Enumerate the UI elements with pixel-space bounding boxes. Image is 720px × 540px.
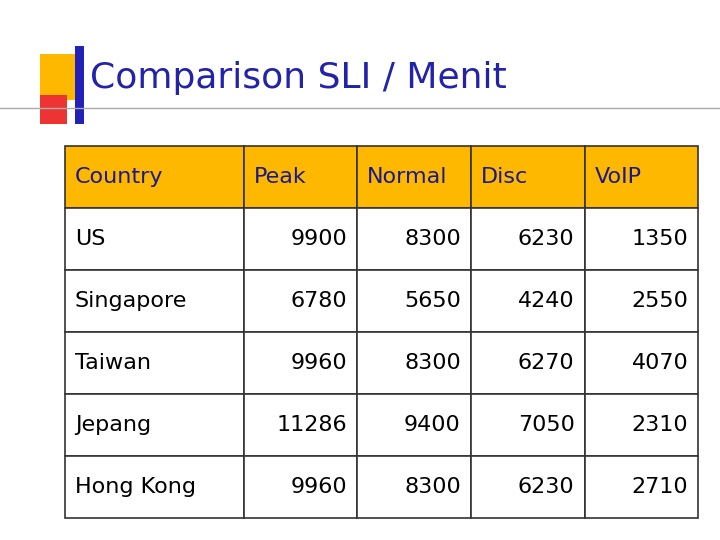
Text: Comparison SLI / Menit: Comparison SLI / Menit	[90, 62, 507, 95]
Text: 9960: 9960	[291, 477, 347, 497]
Text: Peak: Peak	[253, 167, 306, 187]
Text: 8300: 8300	[404, 477, 461, 497]
Text: 6780: 6780	[291, 291, 347, 311]
Text: 8300: 8300	[404, 229, 461, 249]
Text: 6270: 6270	[518, 353, 575, 373]
Text: 1350: 1350	[631, 229, 688, 249]
Text: 4070: 4070	[631, 353, 688, 373]
Text: 8300: 8300	[404, 353, 461, 373]
Text: Hong Kong: Hong Kong	[75, 477, 196, 497]
Text: 5650: 5650	[404, 291, 461, 311]
Text: 6230: 6230	[518, 229, 575, 249]
Text: Normal: Normal	[367, 167, 448, 187]
Text: 2310: 2310	[631, 415, 688, 435]
Text: Disc: Disc	[481, 167, 528, 187]
Text: US: US	[75, 229, 105, 249]
Text: 9400: 9400	[404, 415, 461, 435]
Text: 6230: 6230	[518, 477, 575, 497]
Text: Jepang: Jepang	[75, 415, 151, 435]
Text: Singapore: Singapore	[75, 291, 187, 311]
Text: VoIP: VoIP	[595, 167, 642, 187]
Text: 2550: 2550	[631, 291, 688, 311]
Text: Country: Country	[75, 167, 163, 187]
Text: 9900: 9900	[290, 229, 347, 249]
Text: 2710: 2710	[631, 477, 688, 497]
Text: 4240: 4240	[518, 291, 575, 311]
Text: 7050: 7050	[518, 415, 575, 435]
Text: 11286: 11286	[276, 415, 347, 435]
Text: 9960: 9960	[291, 353, 347, 373]
Text: Taiwan: Taiwan	[75, 353, 151, 373]
